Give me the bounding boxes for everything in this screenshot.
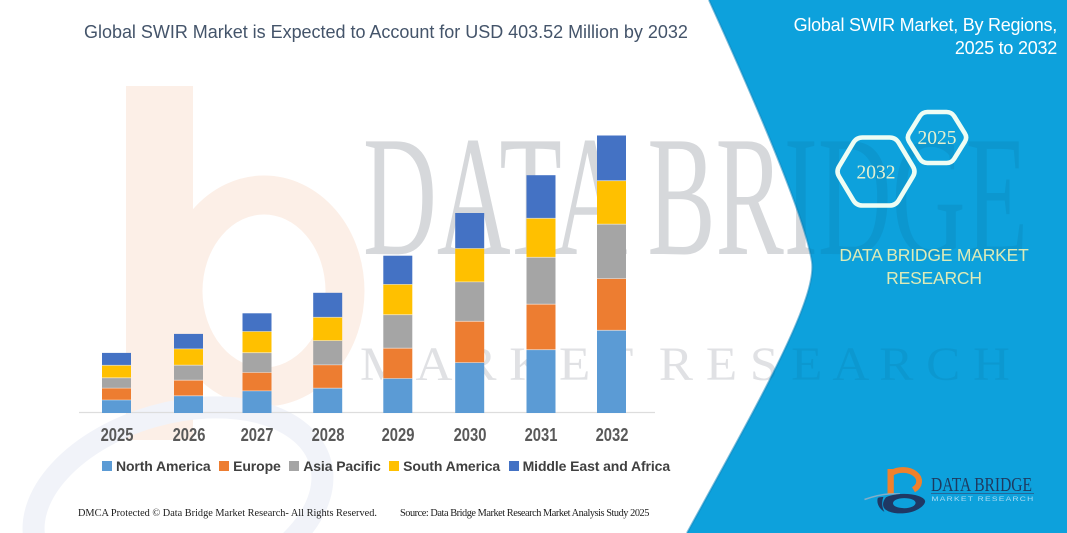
- svg-text:DATA BRIDGE: DATA BRIDGE: [931, 474, 1032, 496]
- svg-text:MARKET RESEARCH: MARKET RESEARCH: [932, 496, 1035, 503]
- svg-text:2025: 2025: [918, 128, 957, 149]
- svg-text:2032: 2032: [857, 163, 896, 184]
